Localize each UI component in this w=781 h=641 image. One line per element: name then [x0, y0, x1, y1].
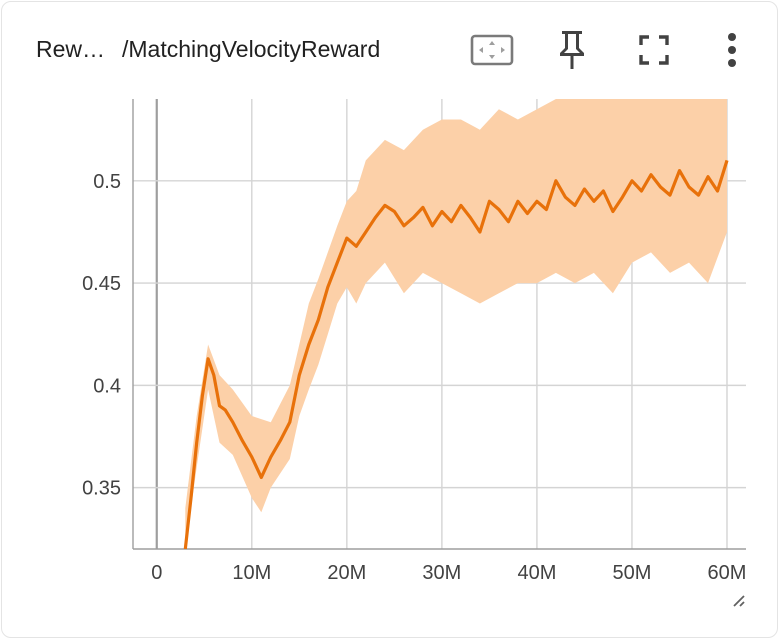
card-title: /MatchingVelocityReward: [122, 36, 381, 62]
raw-value-band: [185, 99, 728, 549]
pin-button[interactable]: [550, 28, 594, 72]
x-tick-label: 0: [151, 562, 162, 584]
card-title-prefix: Rew…: [36, 36, 106, 62]
smoothed-series-line: [183, 159, 729, 549]
fullscreen-button[interactable]: [632, 28, 676, 72]
x-tick-label: 40M: [517, 562, 556, 584]
x-tick-label: 60M: [708, 562, 747, 584]
y-tick-label: 0.45: [82, 273, 121, 295]
more-options-button[interactable]: [710, 28, 754, 72]
x-tick-label: 20M: [327, 562, 366, 584]
fullscreen-icon: [639, 35, 669, 65]
x-tick-label: 10M: [232, 562, 271, 584]
x-tick-label: 30M: [422, 562, 461, 584]
x-tick-label: 50M: [613, 562, 652, 584]
pin-icon: [560, 31, 584, 69]
more-vert-icon: [728, 33, 736, 67]
fit-domain-button[interactable]: [470, 28, 514, 72]
resize-handle-icon[interactable]: [730, 592, 746, 608]
y-tick-label: 0.35: [82, 478, 121, 500]
card-header: Rew… /MatchingVelocityReward: [2, 2, 779, 102]
y-tick-label: 0.5: [93, 171, 121, 193]
fit-domain-icon: [470, 34, 514, 66]
y-tick-label: 0.4: [93, 375, 121, 397]
